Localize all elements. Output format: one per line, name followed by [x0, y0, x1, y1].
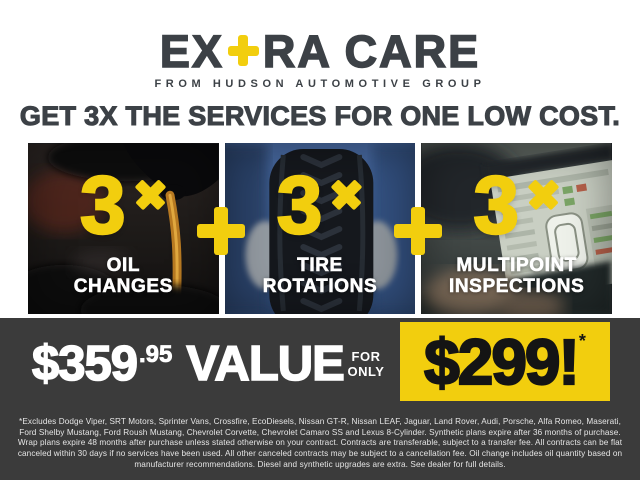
panel-multipoint-inspections: 3 MULTIPOINT INSPECTIONS — [421, 143, 613, 314]
promo-headline: GET 3X THE SERVICES FOR ONE LOW COST. — [19, 101, 621, 131]
oil-changes-label: OIL CHANGES — [28, 255, 219, 298]
value-cents: .95 — [139, 341, 173, 368]
value-word: VALUE — [186, 337, 346, 391]
label-line: ROTATIONS — [262, 276, 378, 298]
logo-text-suffix: RA CARE — [262, 26, 481, 77]
inspection-laptop-photo — [421, 143, 613, 314]
value-dollars: $359 — [31, 337, 139, 391]
brand-tagline: FROM HUDSON AUTOMOTIVE GROUP — [154, 78, 486, 90]
inspection-multiplier: 3 — [421, 160, 612, 251]
times-icon — [520, 171, 567, 218]
tire-multiplier: 3 — [225, 160, 416, 251]
plus-icon — [394, 207, 442, 255]
multiplier-number: 3 — [275, 160, 323, 251]
multiplier-number: 3 — [79, 160, 127, 251]
sale-price-box: $299! * — [400, 322, 610, 401]
panel-oil-changes: 3 OIL CHANGES — [28, 143, 219, 314]
label-line: INSPECTIONS — [448, 276, 585, 298]
label-line: TIRE — [297, 255, 343, 277]
panel-tire-rotations: 3 TIRE ROTATIONS — [224, 143, 416, 314]
footnote-marker: * — [578, 331, 586, 351]
sale-price: $299! — [423, 325, 581, 398]
logo-text-prefix: EX — [159, 26, 224, 77]
label-line: OIL — [106, 255, 141, 277]
multiplier-number: 3 — [472, 160, 520, 251]
logo-wordmark: EX RA CARE — [0, 26, 640, 77]
logo-plus-icon — [228, 35, 259, 66]
label-line: MULTIPOINT — [456, 255, 578, 277]
plus-icon — [197, 207, 245, 255]
service-panels: 3 OIL CHANGES — [28, 143, 613, 314]
offer-band: $359 .95 VALUE FOR ONLY $299! * *Exclude… — [0, 318, 640, 480]
oil-pour-photo — [28, 143, 219, 314]
for-word: FOR — [351, 349, 381, 364]
oil-multiplier: 3 — [28, 160, 219, 251]
tire-rotations-label: TIRE ROTATIONS — [225, 255, 416, 298]
only-word: ONLY — [347, 364, 385, 379]
times-icon — [323, 171, 370, 218]
multipoint-inspections-label: MULTIPOINT INSPECTIONS — [421, 255, 612, 298]
for-only-label: FOR ONLY — [340, 349, 392, 379]
times-icon — [127, 171, 174, 218]
disclaimer-text: *Excludes Dodge Viper, SRT Motors, Sprin… — [17, 417, 623, 469]
brand-logo: EX RA CARE FROM HUDSON AUTOMOTIVE GROUP — [0, 26, 640, 90]
label-line: CHANGES — [73, 276, 173, 298]
value-price: $359 .95 VALUE — [31, 337, 346, 391]
